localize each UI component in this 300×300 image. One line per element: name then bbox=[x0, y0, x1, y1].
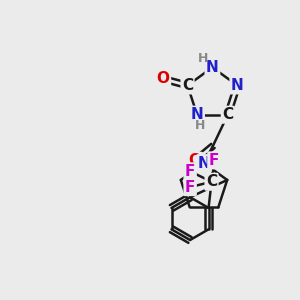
Text: F: F bbox=[185, 164, 195, 179]
Text: N: N bbox=[198, 156, 210, 171]
Text: H: H bbox=[198, 52, 209, 65]
Text: O: O bbox=[157, 71, 170, 86]
Text: N: N bbox=[206, 60, 219, 75]
Text: C: C bbox=[222, 107, 233, 122]
Text: F: F bbox=[209, 153, 219, 168]
Text: H: H bbox=[195, 118, 205, 132]
Text: N: N bbox=[191, 107, 203, 122]
Text: O: O bbox=[189, 153, 202, 168]
Text: C: C bbox=[182, 78, 193, 93]
Text: C: C bbox=[206, 174, 217, 189]
Text: F: F bbox=[185, 180, 195, 195]
Text: N: N bbox=[231, 78, 244, 93]
